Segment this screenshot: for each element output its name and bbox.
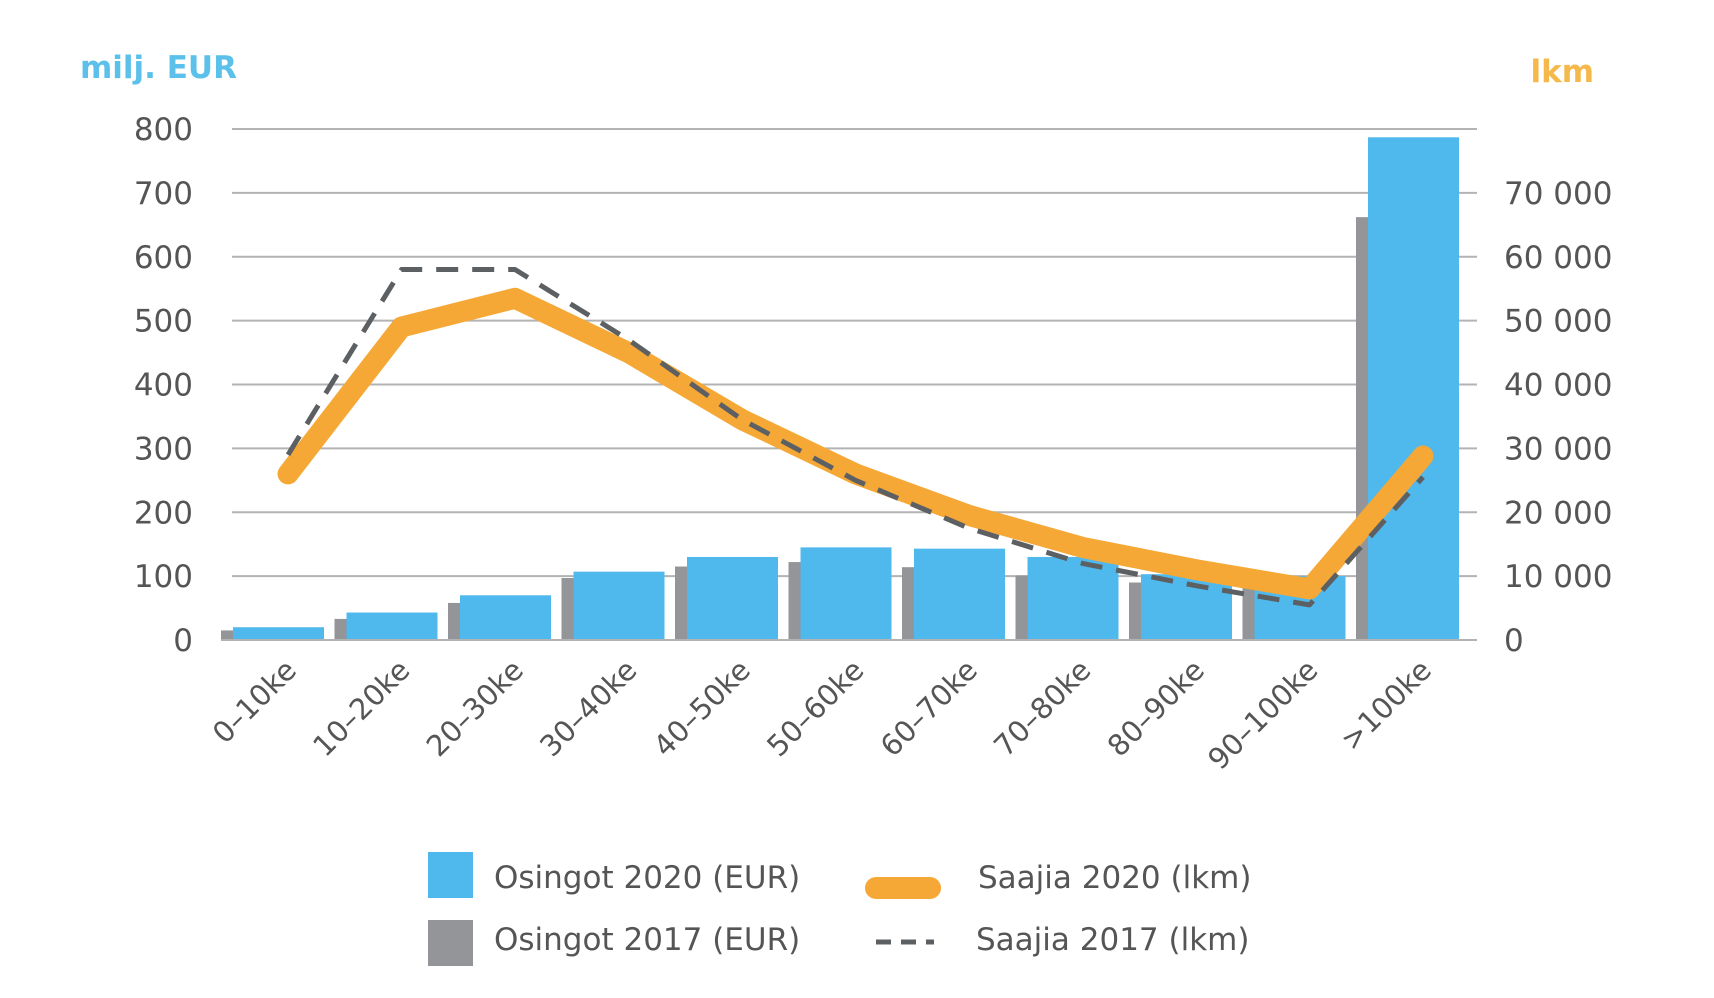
right-tick-label: 70 000 [1504, 176, 1612, 212]
bar-osingot-2020-60-70ke [914, 548, 1005, 640]
bar-osingot-2020-10-20ke [346, 612, 438, 640]
bar-osingot-2017-0-10ke [221, 630, 233, 640]
bar-osingot-2017-90-100ke [1242, 582, 1255, 640]
legend-swatch-osingot-2017 [428, 920, 473, 966]
right-axis-unit: lkm [1530, 54, 1594, 90]
bar-osingot-2020-0-10ke [233, 627, 324, 640]
bar-osingot-2020-40-50ke [687, 556, 778, 640]
bar-osingot-2020-50-60ke [800, 547, 892, 640]
right-tick-label: 10 000 [1504, 559, 1612, 595]
x-tick-label-40-50ke: 40–50ke [647, 653, 757, 763]
legend-label-osingot-2017: Osingot 2017 (EUR) [494, 922, 800, 958]
lines [277, 267, 1434, 608]
legend-label-osingot-2020: Osingot 2020 (EUR) [494, 860, 800, 896]
x-tick-label-80-90ke: 80–90ke [1101, 653, 1211, 763]
right-tick-label: 0 [1504, 623, 1524, 659]
bar-osingot-2017-30-40ke [561, 578, 574, 640]
right-tick-label: 60 000 [1504, 240, 1612, 276]
bar-osingot-2017-10-20ke [334, 618, 347, 640]
x-tick-label-90-100ke: 90–100ke [1201, 653, 1324, 776]
left-tick-label: 0 [173, 623, 193, 659]
bar-osingot-2017-70-80ke [1015, 575, 1028, 640]
legend: Osingot 2020 (EUR) Osingot 2017 (EUR) Sa… [428, 852, 1251, 966]
bar-osingot-2020-100ke [1368, 137, 1459, 640]
grid-lines [232, 128, 1477, 578]
bars [221, 137, 1459, 640]
x-tick-label-30-40ke: 30–40ke [533, 653, 643, 763]
left-axis-unit: milj. EUR [80, 50, 237, 86]
right-tick-label: 30 000 [1504, 431, 1612, 467]
x-tick-label-0-10ke: 0–10ke [206, 653, 303, 750]
bar-osingot-2017-20-30ke [448, 602, 460, 640]
left-tick-label: 600 [134, 240, 193, 276]
x-tick-label-70-80ke: 70–80ke [987, 653, 1097, 763]
line-saajia-2020 [277, 287, 1434, 600]
left-tick-label: 700 [134, 176, 193, 212]
bar-osingot-2020-70-80ke [1027, 556, 1119, 640]
right-tick-label: 20 000 [1504, 495, 1612, 531]
legend-label-saajia-2017: Saajia 2017 (lkm) [976, 922, 1249, 958]
line-saajia-2017 [285, 267, 1425, 608]
x-tick-label-60-70ke: 60–70ke [874, 653, 984, 763]
x-tick-label-20-30ke: 20–30ke [420, 653, 530, 763]
x-tick-label-10-20ke: 10–20ke [306, 653, 416, 763]
bar-osingot-2020-30-40ke [573, 571, 665, 640]
bar-osingot-2017-40-50ke [675, 566, 687, 640]
legend-label-saajia-2020: Saajia 2020 (lkm) [978, 860, 1251, 896]
bar-osingot-2017-50-60ke [788, 562, 801, 640]
legend-swatch-osingot-2020 [428, 852, 473, 898]
left-tick-label: 300 [134, 431, 193, 467]
bar-osingot-2020-20-30ke [460, 595, 551, 640]
bar-osingot-2017-100ke [1356, 217, 1368, 640]
left-tick-label: 400 [134, 368, 193, 404]
x-tick-label-100ke: >100ke [1334, 653, 1438, 757]
left-tick-label: 200 [134, 495, 193, 531]
left-tick-label: 500 [134, 304, 193, 340]
left-tick-label: 800 [134, 112, 193, 148]
right-tick-label: 40 000 [1504, 368, 1612, 404]
right-tick-label: 50 000 [1504, 304, 1612, 340]
x-tick-label-50-60ke: 50–60ke [760, 653, 870, 763]
bar-osingot-2017-80-90ke [1129, 582, 1141, 640]
bar-osingot-2017-60-70ke [902, 567, 914, 640]
left-tick-label: 100 [134, 559, 193, 595]
